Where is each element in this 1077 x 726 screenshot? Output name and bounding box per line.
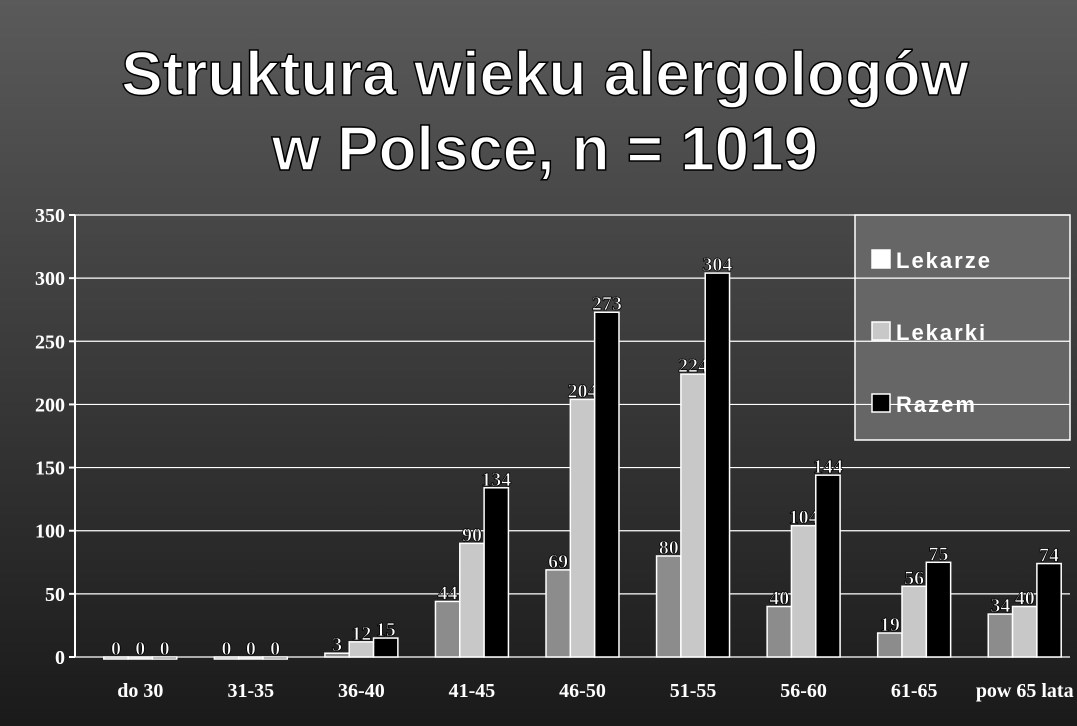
bar bbox=[657, 556, 681, 657]
value-label: 204 bbox=[568, 380, 598, 402]
value-label: 44 bbox=[438, 582, 458, 604]
bar bbox=[767, 606, 791, 657]
chart-title: Struktura wieku alergologów bbox=[121, 40, 969, 109]
bar bbox=[926, 562, 950, 657]
bar bbox=[791, 526, 815, 657]
bar bbox=[484, 488, 508, 657]
bar bbox=[816, 475, 840, 657]
value-label: 0 bbox=[222, 638, 232, 660]
x-tick-label: 31-35 bbox=[227, 680, 274, 702]
value-label: 75 bbox=[928, 543, 948, 565]
value-label: 0 bbox=[246, 638, 256, 660]
legend-label: Lekarze bbox=[896, 248, 992, 273]
bar bbox=[595, 312, 619, 657]
value-label: 34 bbox=[990, 595, 1010, 617]
value-label: 40 bbox=[1015, 587, 1035, 609]
value-label: 56 bbox=[904, 567, 924, 589]
legend-label: Lekarki bbox=[896, 320, 987, 345]
y-tick-label: 250 bbox=[35, 331, 65, 353]
x-tick-label: 51-55 bbox=[670, 680, 717, 702]
bar bbox=[705, 273, 729, 657]
value-label: 12 bbox=[351, 623, 371, 645]
x-tick-label: do 30 bbox=[117, 680, 163, 702]
y-tick-label: 150 bbox=[35, 458, 65, 480]
bar bbox=[546, 570, 570, 657]
bar bbox=[1013, 606, 1037, 657]
value-label: 0 bbox=[160, 638, 170, 660]
chart-title: w Polsce, n = 1019 bbox=[271, 115, 818, 184]
legend-swatch bbox=[872, 394, 890, 412]
value-label: 304 bbox=[702, 254, 732, 276]
y-tick-label: 350 bbox=[35, 205, 65, 227]
value-label: 0 bbox=[135, 638, 145, 660]
x-tick-label: 46-50 bbox=[559, 680, 606, 702]
value-label: 0 bbox=[270, 638, 280, 660]
value-label: 40 bbox=[769, 587, 789, 609]
value-label: 19 bbox=[880, 614, 900, 636]
y-tick-label: 200 bbox=[35, 394, 65, 416]
x-tick-label: pow 65 lata bbox=[976, 680, 1074, 702]
legend-swatch bbox=[872, 322, 890, 340]
legend-label: Razem bbox=[896, 392, 977, 417]
chart: Struktura wieku alergologów w Polsce, n … bbox=[0, 0, 1077, 726]
x-tick-label: 36-40 bbox=[338, 680, 385, 702]
y-tick-label: 300 bbox=[35, 268, 65, 290]
value-label: 15 bbox=[376, 619, 396, 641]
value-label: 3 bbox=[332, 634, 342, 656]
bar bbox=[878, 633, 902, 657]
bar bbox=[1037, 564, 1061, 657]
y-tick-label: 50 bbox=[45, 584, 65, 606]
bar bbox=[570, 399, 594, 657]
bar bbox=[988, 614, 1012, 657]
value-label: 134 bbox=[481, 469, 511, 491]
y-tick-label: 0 bbox=[55, 647, 65, 669]
value-label: 90 bbox=[462, 524, 482, 546]
x-tick-label: 41-45 bbox=[449, 680, 496, 702]
value-label: 224 bbox=[678, 355, 708, 377]
value-label: 80 bbox=[659, 537, 679, 559]
bar bbox=[681, 374, 705, 657]
value-label: 104 bbox=[789, 507, 819, 529]
value-label: 0 bbox=[111, 638, 121, 660]
value-label: 74 bbox=[1039, 545, 1059, 567]
bar bbox=[435, 601, 459, 657]
bar bbox=[902, 586, 926, 657]
bar bbox=[460, 543, 484, 657]
x-tick-label: 56-60 bbox=[780, 680, 827, 702]
legend-swatch bbox=[872, 250, 890, 268]
value-label: 69 bbox=[548, 551, 568, 573]
y-tick-label: 100 bbox=[35, 521, 65, 543]
value-label: 144 bbox=[813, 456, 843, 478]
x-tick-label: 61-65 bbox=[891, 680, 938, 702]
value-label: 273 bbox=[592, 293, 622, 315]
